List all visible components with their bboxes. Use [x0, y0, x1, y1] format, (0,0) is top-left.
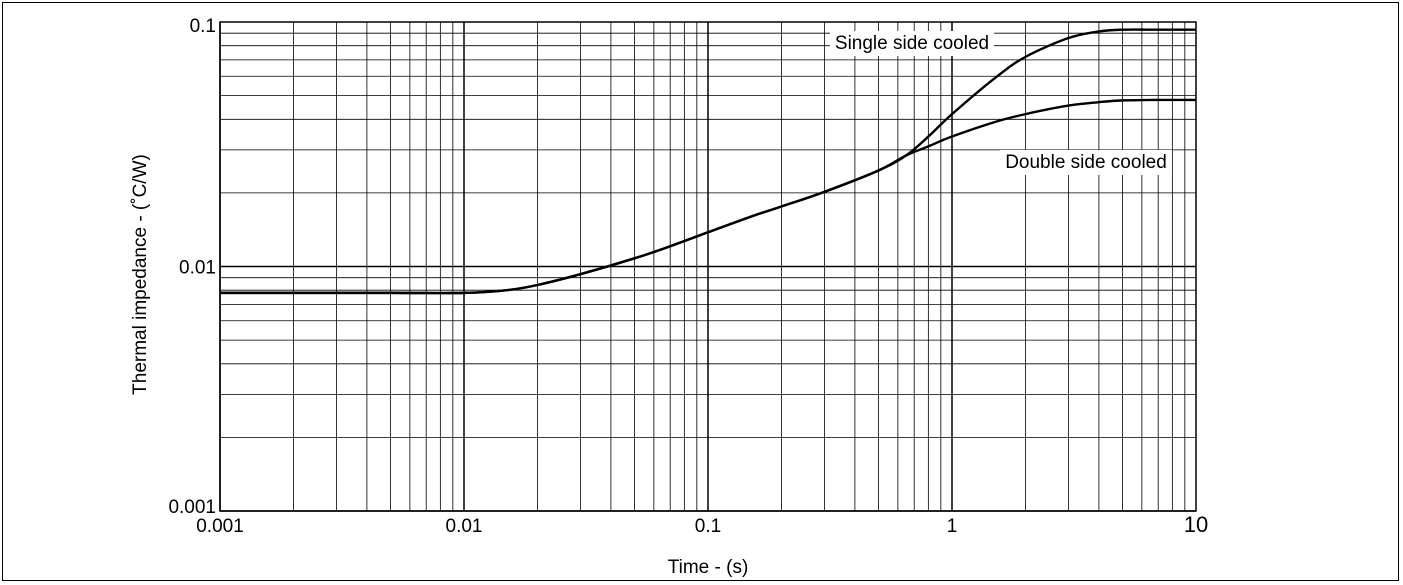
- y-axis-label: Thermal impedance - (˚C/W): [130, 154, 151, 395]
- x-tick-labels: 0.001 0.01 0.1 1 10: [196, 512, 1208, 537]
- x-tick-label: 0.1: [695, 516, 721, 537]
- y-tick-labels: 0.001 0.01 0.1: [168, 16, 216, 518]
- series-layer: [220, 28, 1197, 295]
- series-annotation: Double side cooled: [1000, 150, 1172, 175]
- annotation-background: [829, 31, 995, 56]
- series-annotation: Single side cooled: [829, 31, 995, 56]
- series-annotation-label: Single side cooled: [835, 33, 989, 54]
- series-annotation-label: Double side cooled: [1005, 152, 1167, 173]
- series-line-double-side-cooled: [220, 98, 1197, 295]
- plot-area-border: [219, 21, 1197, 512]
- x-tick-label: 0.01: [446, 516, 483, 537]
- y-tick-label: 0.001: [168, 497, 216, 518]
- x-tick-label: 0.001: [196, 516, 244, 537]
- x-axis-label: Time - (s): [668, 557, 749, 578]
- x-tick-label: 10: [1184, 512, 1208, 537]
- y-tick-label: 0.1: [190, 16, 216, 37]
- x-tick-label: 1: [947, 516, 958, 537]
- annotation-layer: Single side cooled Double side cooled: [829, 31, 1172, 175]
- annotation-background: [1000, 150, 1172, 175]
- y-tick-label: 0.01: [179, 258, 216, 279]
